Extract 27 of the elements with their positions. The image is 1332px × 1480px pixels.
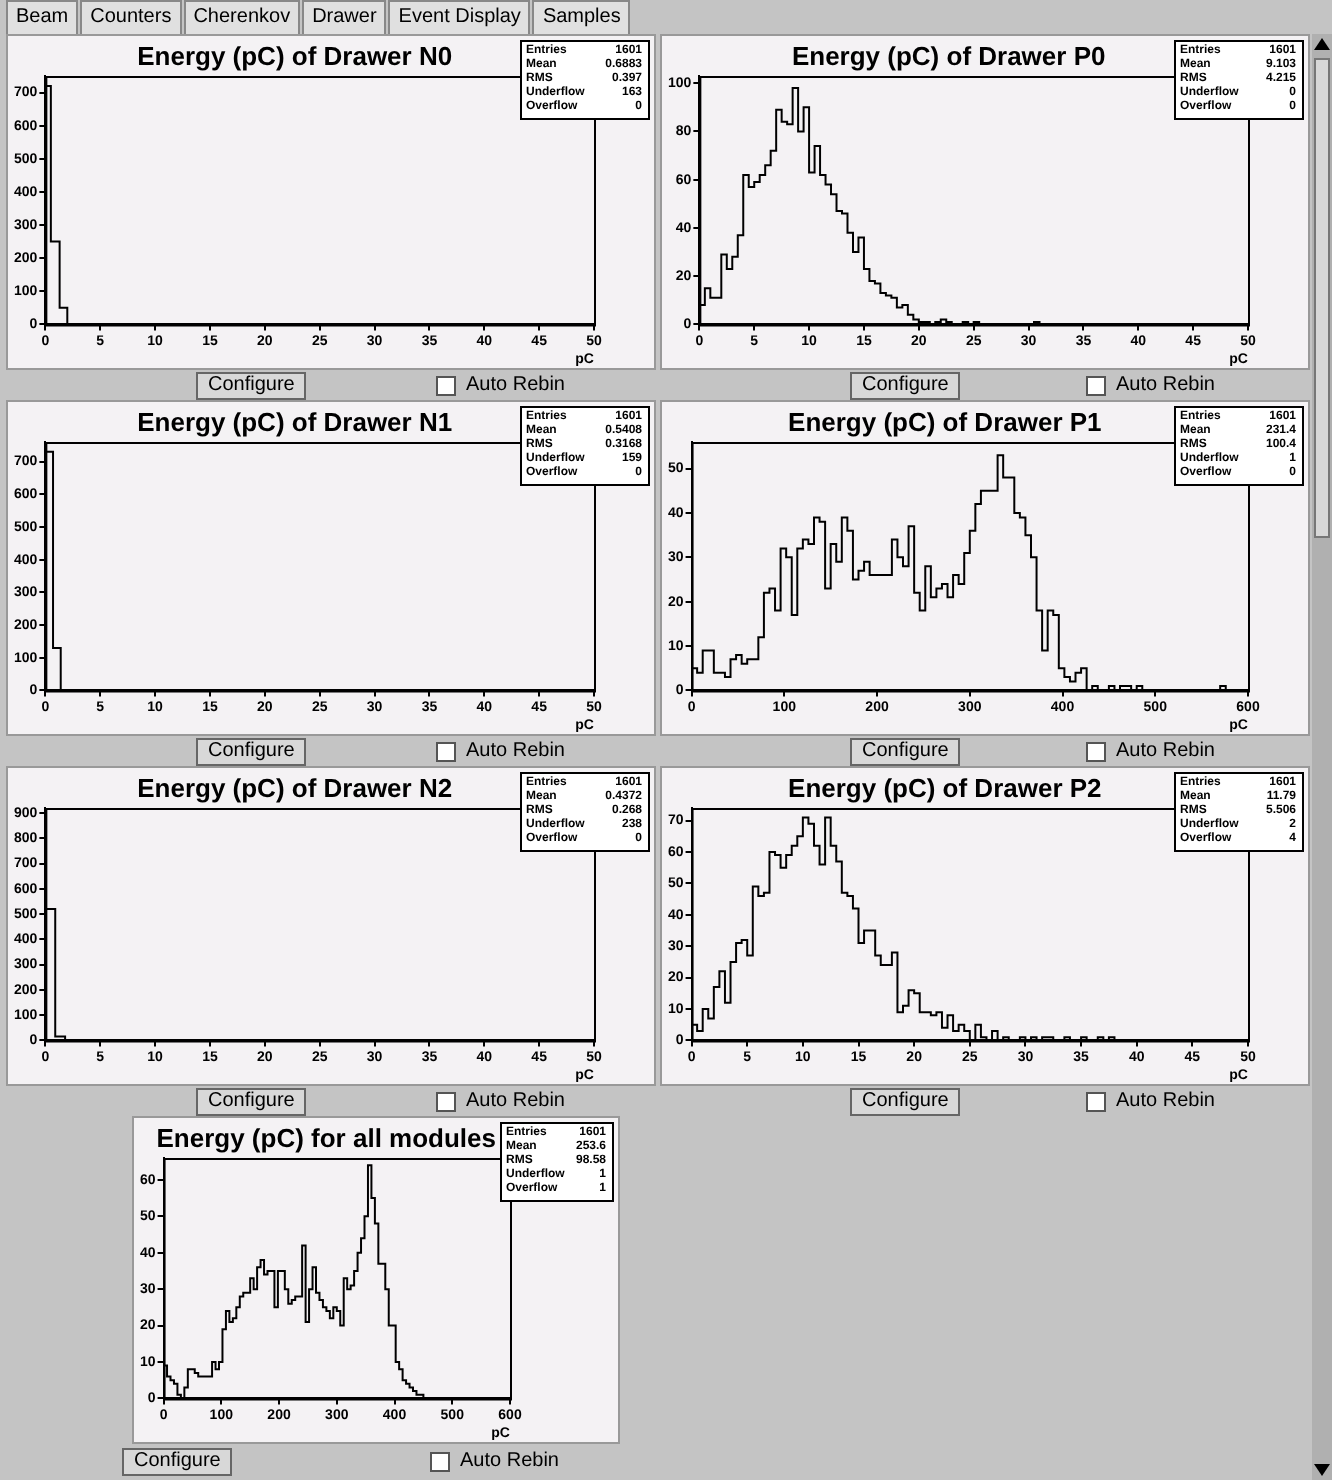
text: Auto Rebin [1116, 1090, 1215, 1112]
chart-title: Energy (pC) of Drawer N0 [137, 41, 453, 72]
text: Event Display [388, 0, 531, 34]
text: Configure [850, 372, 961, 400]
text: Auto Rebin [1116, 374, 1215, 396]
text: Configure [850, 738, 961, 766]
chart-title: Energy (pC) of Drawer P1 [788, 407, 1102, 438]
chart-title: Energy (pC) of Drawer P2 [788, 773, 1102, 804]
chart-title: Energy (pC) for all modules [156, 1123, 497, 1154]
text: Auto Rebin [460, 1450, 559, 1472]
text: Auto Rebin [466, 374, 565, 396]
text: Configure [196, 372, 307, 400]
text: Auto Rebin [466, 1090, 565, 1112]
text: Counters [80, 0, 182, 34]
text: Configure [196, 1088, 307, 1116]
text: Configure [122, 1448, 233, 1476]
chart-title: Energy (pC) of Drawer P0 [791, 41, 1106, 72]
text: Samples [532, 0, 631, 34]
chart-title: Energy (pC) of Drawer N2 [137, 773, 453, 804]
text: Configure [850, 1088, 961, 1116]
text: Cherenkov [183, 0, 301, 34]
text: Auto Rebin [466, 740, 565, 762]
text: Auto Rebin [1116, 740, 1215, 762]
text: Drawer [302, 0, 387, 34]
text: Configure [196, 738, 307, 766]
chart-title: Energy (pC) of Drawer N1 [137, 407, 453, 438]
text: Beam [6, 0, 79, 34]
